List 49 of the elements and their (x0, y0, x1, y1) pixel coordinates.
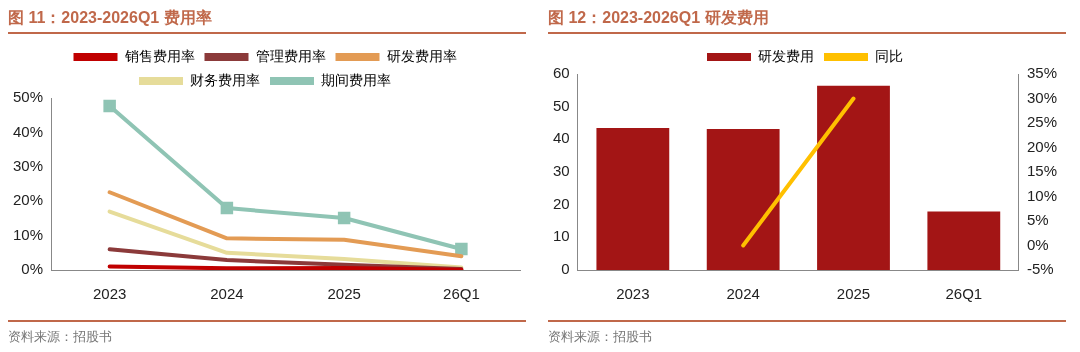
y-tick-label: 10% (12, 225, 44, 243)
bar (817, 85, 890, 270)
bar (706, 128, 780, 270)
x-tick-label: 26Q1 (443, 285, 480, 303)
point (337, 211, 351, 225)
legend-label: 研发费用率 (386, 47, 457, 64)
y2-tick-label: 15% (1026, 162, 1058, 180)
y2-tick-label: 5% (1026, 211, 1049, 229)
y2-tick-label: 20% (1026, 137, 1058, 155)
y-tick-label: 30% (12, 156, 44, 174)
y-tick-label: 30 (553, 162, 570, 180)
y-tick-label: 50% (12, 88, 44, 106)
y2-tick-label: 25% (1026, 113, 1058, 131)
y2-tick-label: 30% (1026, 88, 1058, 106)
y2-tick-label: 35% (1026, 64, 1058, 82)
text: 资料来源：招股书 (548, 320, 1066, 346)
x-tick-label: 26Q1 (945, 285, 983, 303)
legend-label: 财务费用率 (190, 71, 260, 88)
legend-label: 同比 (875, 47, 903, 64)
y-tick-label: 20% (12, 191, 44, 209)
text: 资料来源：招股书 (8, 320, 526, 346)
legend-label: 期间费用率 (321, 71, 391, 88)
x-tick-label: 2024 (210, 285, 244, 303)
legend-label: 管理费用率 (255, 47, 326, 64)
y-tick-label: 10 (553, 227, 570, 245)
y2-tick-label: 10% (1026, 186, 1058, 204)
legend-label: 研发费用 (758, 47, 814, 64)
y-tick-label: 0% (21, 260, 44, 278)
bar (596, 127, 670, 270)
chart-title: 图 12：2023-2026Q1 研发费用 (548, 6, 1066, 34)
legend-label: 销售费用率 (123, 47, 195, 64)
y-tick-label: 40 (553, 129, 570, 147)
y-tick-label: 0 (561, 260, 570, 278)
y-tick-label: 50 (553, 96, 570, 114)
y-tick-label: 20 (553, 194, 570, 212)
y-tick-label: 60 (553, 64, 570, 82)
x-tick-label: 2023 (616, 285, 650, 303)
bar (927, 211, 1001, 270)
x-tick-label: 2023 (92, 285, 127, 303)
y-tick-label: 40% (12, 122, 44, 140)
point (220, 201, 234, 215)
point (455, 242, 468, 256)
chart-title: 图 11：2023-2026Q1 费用率 (8, 6, 526, 34)
x-tick-label: 2024 (726, 285, 760, 303)
y2-tick-label: 0% (1026, 235, 1049, 253)
x-tick-label: 2025 (836, 285, 871, 303)
x-tick-label: 2025 (327, 285, 361, 303)
y2-tick-label: -5% (1026, 260, 1054, 278)
point (103, 99, 116, 113)
